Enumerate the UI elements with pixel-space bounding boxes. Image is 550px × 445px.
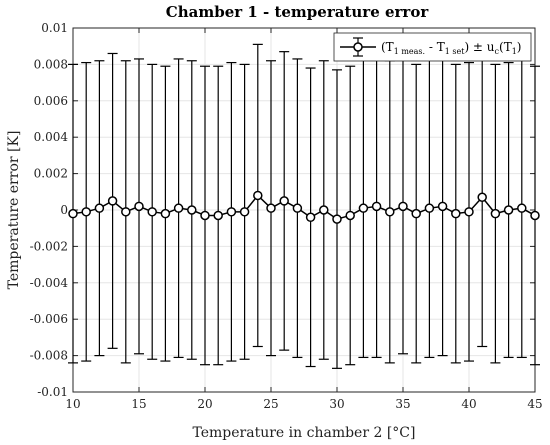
y-tick-label: 0.01: [41, 21, 68, 35]
data-point: [173, 203, 184, 213]
data-point: [464, 207, 474, 217]
data-point: [200, 210, 210, 221]
y-tick-label: 0: [60, 203, 68, 217]
y-tick-label: 0.002: [34, 167, 68, 181]
legend: (T1 meas. - T1 set) ± uc(T1): [333, 32, 532, 62]
data-point: [94, 203, 105, 213]
data-point: [371, 201, 382, 212]
data-point: [305, 212, 316, 223]
x-tick-label: 10: [65, 397, 80, 411]
data-point: [477, 192, 487, 203]
x-tick-label: 20: [197, 397, 212, 411]
legend-after: ) ± u: [464, 40, 494, 54]
legend-tail2: ): [517, 40, 522, 54]
axis-ticks: 10 15 20 25 30 35 40 45-0.01-0.008-0.006-0.004-…: [30, 21, 543, 411]
legend-sub3: c: [495, 47, 500, 56]
data-point: [292, 203, 303, 213]
data-point: [517, 203, 527, 213]
x-axis-label: Temperature in chamber 2 [°C]: [193, 425, 416, 441]
x-tick-label: 30: [329, 397, 344, 411]
series: [68, 43, 540, 369]
legend-label: (T1 meas. - T1 set) ± uc(T1): [381, 40, 521, 56]
legend-sub2: 1 set: [445, 47, 465, 56]
y-tick-label: 0.006: [34, 94, 68, 108]
data-point: [266, 203, 276, 213]
data-point: [107, 196, 118, 206]
data-point: [451, 208, 461, 219]
data-point: [319, 205, 329, 215]
y-tick-label: 0.008: [34, 57, 68, 71]
y-axis-label: Temperature error [K]: [6, 131, 22, 290]
data-point: [160, 208, 171, 219]
data-point: [437, 201, 448, 212]
x-tick-label: 25: [263, 397, 278, 411]
data-point: [358, 203, 369, 213]
y-tick-label: -0.006: [30, 312, 68, 326]
data-point: [385, 207, 395, 217]
legend-sub1: 1 meas.: [394, 47, 425, 56]
data-point: [213, 210, 223, 221]
y-tick-label: -0.01: [37, 385, 68, 399]
data-point: [332, 214, 342, 224]
data-point: [147, 207, 157, 217]
x-tick-label: 15: [131, 397, 146, 411]
y-tick-label: -0.004: [30, 276, 69, 290]
data-point: [398, 201, 408, 212]
data-point: [187, 205, 197, 215]
data-point: [121, 207, 131, 217]
data-point: [503, 205, 514, 215]
data-point: [279, 196, 289, 206]
legend-marker: [353, 42, 363, 52]
x-tick-label: 40: [461, 397, 476, 411]
data-point: [134, 201, 144, 212]
x-tick-label: 45: [527, 397, 542, 411]
chart-title: Chamber 1 - temperature error: [166, 3, 430, 21]
y-tick-label: -0.008: [30, 349, 68, 363]
data-point: [253, 190, 263, 201]
y-tick-label: -0.002: [30, 239, 68, 253]
data-point: [226, 207, 237, 217]
data-point: [345, 210, 355, 221]
x-tick-label: 35: [395, 397, 410, 411]
legend-sub4: 1: [512, 47, 517, 56]
data-point: [68, 208, 78, 219]
legend-mid: - T: [425, 40, 445, 54]
data-point: [239, 207, 250, 217]
data-point: [424, 203, 435, 213]
legend-prefix: (T: [381, 40, 394, 54]
data-point: [81, 207, 91, 217]
data-point: [411, 208, 421, 219]
legend-tail1: (T: [499, 40, 512, 54]
data-point: [490, 208, 501, 219]
y-tick-label: 0.004: [34, 130, 69, 144]
data-point: [530, 210, 540, 221]
